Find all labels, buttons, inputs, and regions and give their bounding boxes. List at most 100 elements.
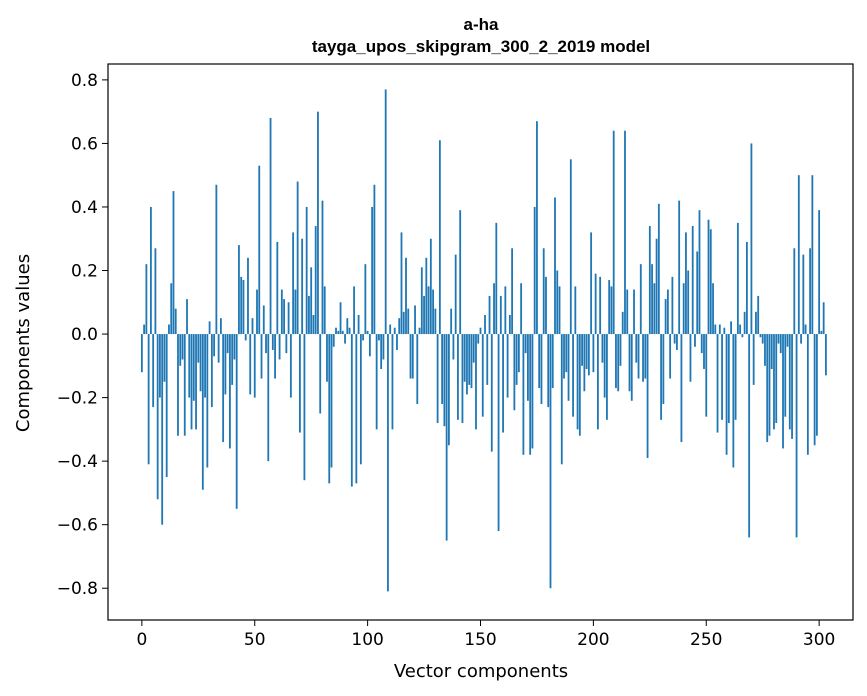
bar <box>757 295 760 335</box>
bar <box>319 334 322 414</box>
bar <box>143 324 146 335</box>
bar <box>759 334 762 338</box>
bar <box>529 334 532 455</box>
bar <box>612 130 615 335</box>
bar <box>671 276 674 335</box>
bar <box>420 267 423 335</box>
bar <box>276 241 279 335</box>
bar <box>481 334 484 417</box>
bar <box>773 334 775 430</box>
bar <box>414 305 416 335</box>
bar <box>267 334 270 462</box>
bar <box>231 334 234 385</box>
bar <box>484 314 486 335</box>
bar <box>777 334 780 344</box>
bar <box>192 334 195 401</box>
bar <box>416 334 419 404</box>
bar <box>705 334 708 417</box>
bar <box>761 334 764 344</box>
bar <box>287 302 290 335</box>
bar <box>271 334 274 350</box>
bar <box>477 334 480 344</box>
bar <box>323 286 326 335</box>
bar <box>574 286 577 335</box>
bar <box>592 334 595 373</box>
bar <box>285 334 288 354</box>
bar <box>350 334 353 487</box>
bar <box>779 334 782 354</box>
bar <box>606 334 608 420</box>
bar <box>700 334 703 354</box>
bar <box>648 226 651 335</box>
bar <box>578 334 581 436</box>
bar <box>459 210 462 335</box>
bar <box>163 334 166 382</box>
bar <box>183 334 186 436</box>
x-tick-label: 300 <box>803 630 835 650</box>
y-tick-label: 0.6 <box>71 134 98 154</box>
bar <box>637 334 640 379</box>
bar <box>725 334 728 455</box>
bar <box>330 334 333 468</box>
bar <box>727 334 730 424</box>
bar <box>793 248 796 335</box>
bar <box>447 334 450 446</box>
bar <box>294 289 297 335</box>
y-tick-label: 0.4 <box>71 198 98 218</box>
bar <box>655 238 658 335</box>
bar <box>461 334 464 424</box>
bar <box>752 334 755 385</box>
chart-title: a-ha <box>464 15 500 34</box>
bar <box>240 276 243 335</box>
bar <box>542 248 545 335</box>
bar <box>364 264 367 335</box>
bar <box>770 334 773 370</box>
bar <box>560 334 563 465</box>
bar <box>511 248 514 335</box>
bar <box>520 283 523 335</box>
bar <box>366 330 369 335</box>
bar <box>610 286 613 335</box>
bar <box>524 334 527 354</box>
bar <box>558 286 561 335</box>
bar <box>486 334 489 385</box>
bar <box>452 334 455 360</box>
bar <box>676 334 678 350</box>
bar <box>617 334 620 392</box>
bar <box>174 308 177 335</box>
bar <box>233 334 236 360</box>
bar <box>145 264 148 335</box>
bar <box>587 334 590 376</box>
bar <box>666 289 669 335</box>
bar <box>633 289 635 335</box>
bar <box>454 254 457 335</box>
bar <box>425 257 428 335</box>
bar <box>493 283 495 335</box>
bar <box>626 289 629 335</box>
bar <box>326 334 328 382</box>
bar <box>621 311 624 335</box>
bar <box>384 89 387 335</box>
bar <box>258 165 261 335</box>
bar <box>660 334 663 420</box>
x-tick-label: 50 <box>244 630 266 650</box>
y-tick-label: 0.2 <box>71 262 98 282</box>
bar <box>755 311 757 335</box>
bar <box>188 334 191 398</box>
bar <box>179 334 182 366</box>
bar <box>502 334 504 433</box>
bar <box>210 334 213 408</box>
bar <box>436 334 439 424</box>
bar <box>269 118 272 335</box>
bar <box>732 334 735 468</box>
bar <box>301 238 304 335</box>
bar <box>547 334 550 408</box>
bar <box>630 334 633 401</box>
bar <box>357 314 360 335</box>
bar <box>235 334 238 509</box>
bar <box>423 295 425 335</box>
x-tick-label: 250 <box>690 630 722 650</box>
bar <box>802 254 805 335</box>
bar <box>716 334 719 433</box>
bar <box>472 334 475 363</box>
